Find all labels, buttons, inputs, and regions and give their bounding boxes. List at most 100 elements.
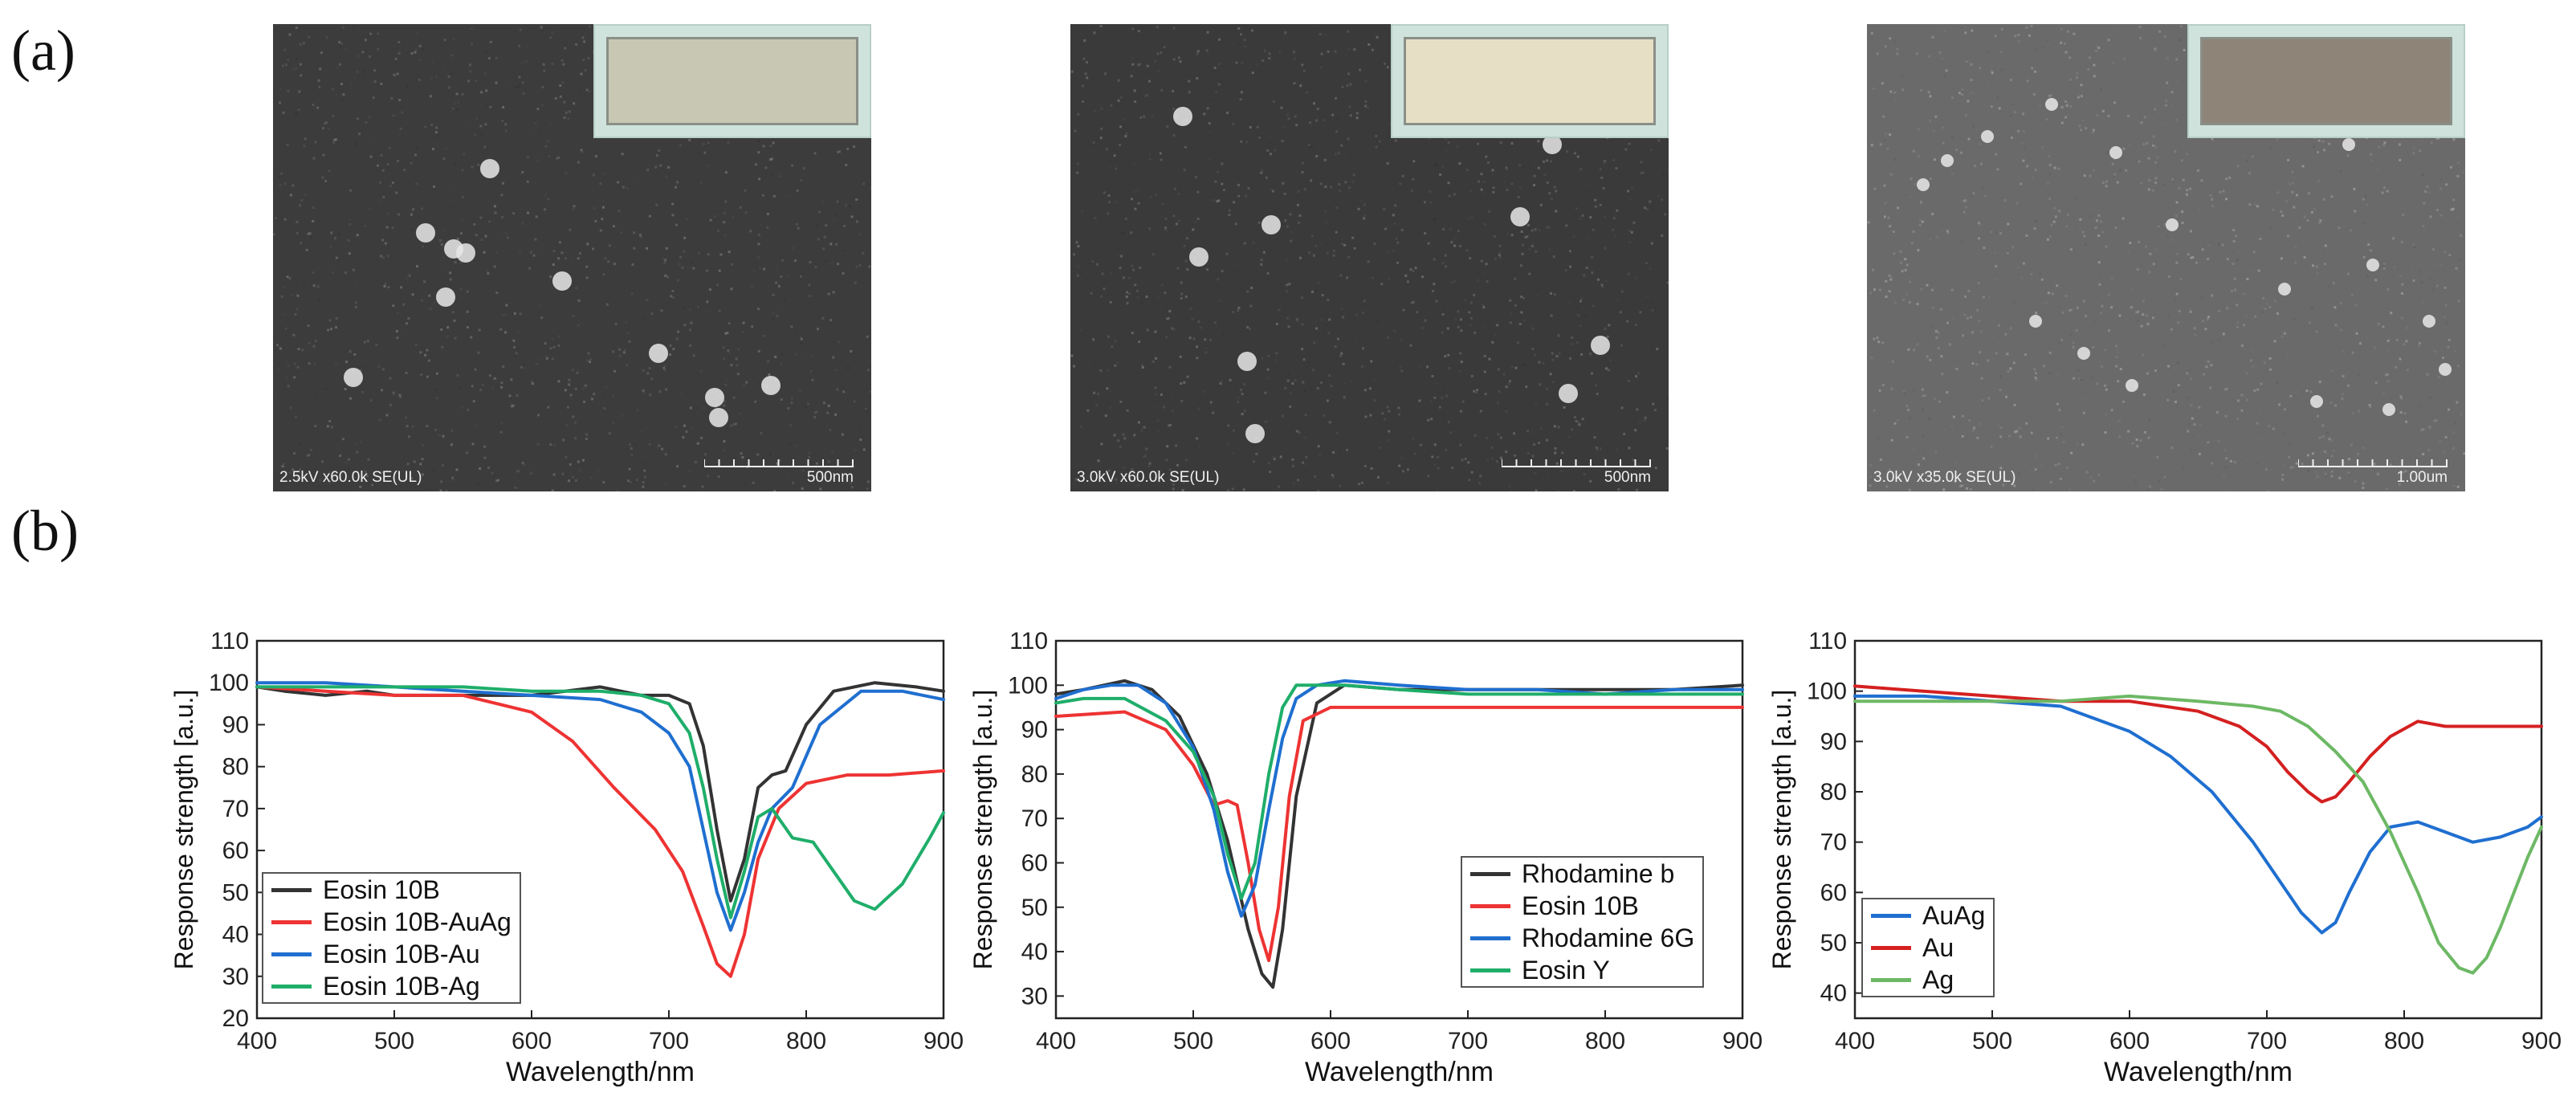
legend-label: Eosin Y (1522, 955, 1610, 985)
chart-2-legend: Rhodamine b Eosin 10B Rhodamine 6G Eosin Y (1461, 856, 1705, 988)
x-tick-label: 700 (649, 1028, 689, 1054)
legend-entry: Ag (1863, 964, 1993, 996)
y-tick-label: 50 (222, 879, 249, 906)
x-tick-label: 800 (2384, 1028, 2424, 1054)
x-tick-label: 700 (2247, 1028, 2287, 1054)
chart-3-legend: AuAg Au Ag (1861, 898, 1995, 997)
sem-image-2-info: 3.0kV x60.0k SE(UL) (1077, 469, 1220, 486)
series-line-eosin-10b-ag (255, 685, 945, 919)
legend-label: Ag (1922, 964, 1954, 994)
x-axis-label: Wavelength/nm (506, 1057, 695, 1087)
x-tick-label: 500 (1972, 1028, 2012, 1054)
y-tick-label: 30 (1021, 983, 1048, 1009)
panel-a-label: (a) (11, 18, 75, 83)
x-tick-label: 800 (786, 1028, 826, 1054)
legend-swatch (271, 984, 312, 989)
chart-1-frame (255, 639, 945, 1020)
sem-image-2-scale-label: 500nm (1604, 469, 1651, 486)
x-tick-label: 900 (923, 1028, 964, 1054)
y-tick-label: 30 (222, 964, 249, 990)
series-line-auag (1853, 694, 2543, 935)
x-tick-label: 600 (512, 1028, 552, 1054)
y-tick-label: 100 (209, 670, 249, 696)
legend-entry: Rhodamine 6G (1462, 922, 1702, 954)
sem-image-3: 3.0kV x35.0k SE(UL) 1.00um (1867, 24, 2465, 491)
legend-entry: Eosin 10B-Ag (263, 970, 520, 1002)
x-axis-label: Wavelength/nm (2104, 1057, 2293, 1087)
chart-1: 400 500 600 700 800 900 20 30 40 50 60 70 80 90 100 110… (161, 625, 964, 1099)
x-tick-label: 400 (1036, 1028, 1076, 1054)
chart-3: 400 500 600 700 800 900 40 50 60 70 80 90 100 110 Wave… (1759, 625, 2562, 1099)
legend-entry: Eosin 10B (263, 874, 520, 906)
y-tick-label: 110 (1808, 628, 1847, 654)
legend-swatch (271, 952, 312, 956)
legend-label: Eosin 10B (323, 874, 440, 904)
legend-label: Au (1922, 932, 1954, 962)
y-axis-label: Response strength [a.u.] (169, 690, 198, 970)
y-tick-label: 110 (210, 628, 249, 654)
legend-entry: Au (1863, 932, 1993, 964)
legend-label: Rhodamine 6G (1522, 923, 1695, 952)
legend-entry: Rhodamine b (1462, 858, 1702, 890)
x-tick-label: 500 (374, 1028, 414, 1054)
legend-label: Eosin 10B-Au (323, 939, 480, 968)
sem-image-1-scale-label: 500nm (806, 469, 854, 486)
legend-swatch (271, 887, 312, 892)
y-tick-label: 80 (222, 754, 249, 781)
series-line-eosin-10b-auag (255, 685, 945, 978)
legend-swatch (1871, 945, 1911, 950)
sem-image-3-info: 3.0kV x35.0k SE(UL) (1873, 469, 2016, 486)
y-axis-label: Response strength [a.u.] (968, 690, 997, 970)
sem-image-3-scalebar (2298, 459, 2448, 467)
sem-image-3-scale-label: 1.00um (2396, 469, 2448, 486)
chart-1-legend: Eosin 10B Eosin 10B-AuAg Eosin 10B-Au Eosin… (262, 872, 521, 1004)
legend-entry: Eosin 10B-Au (263, 938, 520, 970)
y-tick-label: 40 (222, 922, 249, 948)
y-tick-label: 70 (1820, 830, 1847, 856)
y-tick-label: 90 (1820, 728, 1847, 755)
y-tick-label: 90 (222, 711, 249, 738)
series-line-rhodamine-6g (1054, 679, 1744, 918)
x-tick-label: 900 (2521, 1028, 2562, 1054)
chart-2: 400 500 600 700 800 900 30 40 50 60 70 80 90 100 110 Wa… (960, 625, 1763, 1099)
y-tick-label: 50 (1820, 930, 1847, 956)
sem-image-1-info: 2.5kV x60.0k SE(UL) (279, 469, 422, 486)
y-tick-label: 50 (1021, 895, 1048, 921)
x-tick-label: 600 (1310, 1028, 1351, 1054)
sem-image-2-inset-photo (1391, 24, 1669, 138)
legend-swatch (1470, 903, 1510, 908)
y-tick-label: 90 (1021, 717, 1048, 744)
series-line-eosin-10b-au (255, 681, 945, 932)
x-tick-label: 400 (1835, 1028, 1875, 1054)
legend-swatch (1871, 977, 1911, 982)
legend-label: Eosin 10B (1522, 891, 1639, 920)
legend-swatch (1470, 871, 1510, 876)
y-tick-label: 100 (1008, 672, 1048, 699)
x-axis-label: Wavelength/nm (1305, 1057, 1494, 1087)
legend-swatch (1470, 968, 1510, 972)
legend-entry: Eosin 10B (1462, 890, 1702, 922)
y-tick-label: 60 (222, 838, 249, 864)
x-tick-label: 600 (2109, 1028, 2150, 1054)
chart-2-svg: 400 500 600 700 800 900 30 40 50 60 70 80 90 100 110 Wa… (968, 628, 1763, 1087)
legend-swatch (1871, 913, 1911, 918)
legend-label: Eosin 10B-AuAg (323, 907, 512, 936)
x-tick-label: 500 (1173, 1028, 1213, 1054)
legend-entry: AuAg (1863, 899, 1993, 932)
sem-image-2: 3.0kV x60.0k SE(UL) 500nm (1070, 24, 1669, 491)
series-line-eosin-10b (255, 681, 945, 903)
sem-image-2-scalebar (1502, 459, 1651, 467)
legend-entry: Eosin 10B-AuAg (263, 906, 520, 938)
x-tick-label: 800 (1585, 1028, 1625, 1054)
sem-image-1: 2.5kV x60.0k SE(UL) 500nm (273, 24, 871, 491)
series-line-ag (1853, 694, 2543, 975)
panel-b-label: (b) (11, 499, 79, 563)
legend-label: AuAg (1922, 900, 1986, 930)
y-axis-label: Response strength [a.u.] (1767, 690, 1796, 970)
y-tick-label: 80 (1820, 779, 1847, 805)
legend-swatch (1470, 936, 1510, 940)
y-tick-label: 40 (1021, 939, 1048, 965)
legend-label: Eosin 10B-Ag (323, 971, 480, 1001)
series-line-eosin-10b (1054, 705, 1744, 963)
chart-1-svg: 400 500 600 700 800 900 20 30 40 50 60 70 80 90 100 110… (169, 628, 964, 1087)
